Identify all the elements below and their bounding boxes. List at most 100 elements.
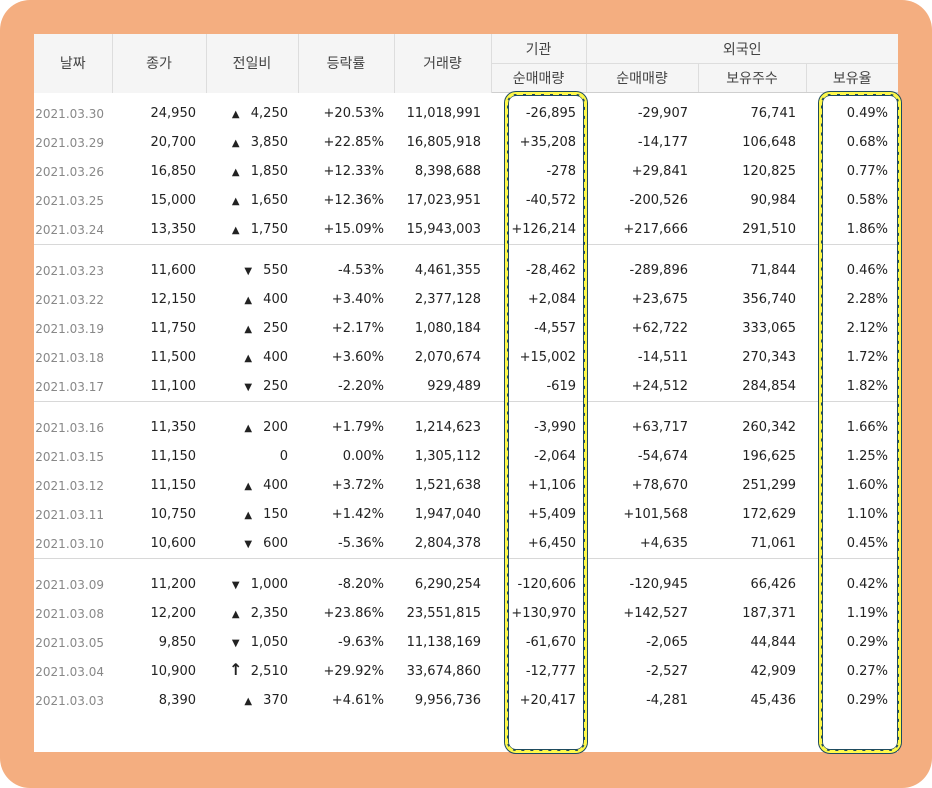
cell-holdings: 251,299 bbox=[742, 478, 796, 493]
cell-foreign-net: +24,512 bbox=[631, 379, 688, 394]
cell-change: ▲ 1,750 bbox=[206, 215, 298, 245]
cell-inst-net: -61,670 bbox=[525, 635, 576, 650]
cell-holding-ratio: 1.19% bbox=[846, 606, 888, 621]
cell-date: 2021.03.17 bbox=[35, 379, 104, 394]
triangle-up-icon: ▲ bbox=[244, 423, 253, 434]
cell-holding-ratio: 0.45% bbox=[846, 536, 888, 551]
cell-inst-net: +6,450 bbox=[527, 536, 576, 551]
triangle-up-icon: ▲ bbox=[231, 225, 240, 236]
cell-holdings: 120,825 bbox=[742, 164, 796, 179]
cell-close: 11,750 bbox=[150, 321, 197, 336]
triangle-up-icon: ▲ bbox=[244, 324, 253, 335]
group-separator bbox=[34, 558, 898, 570]
change-value: 250 bbox=[263, 321, 288, 336]
cell-holding-ratio: 0.77% bbox=[846, 164, 888, 179]
cell-foreign-net: -2,527 bbox=[646, 664, 688, 679]
change-value: 250 bbox=[263, 379, 288, 394]
table-row: 2021.03.17 11,100 ▼ 250 -2.20% 929,489 -619 +24… bbox=[34, 372, 898, 402]
cell-change: ↑ 2,510 bbox=[206, 657, 298, 686]
arrow-up-icon: ↑ bbox=[229, 660, 243, 679]
col-header-rate: 등락률 bbox=[298, 34, 395, 93]
cell-change: ▲ 2,350 bbox=[206, 599, 298, 628]
cell-close: 11,500 bbox=[150, 350, 197, 365]
table-row: 2021.03.04 10,900 ↑ 2,510 +29.92% 33,674,860 -… bbox=[34, 657, 898, 686]
cell-inst-net: +126,214 bbox=[511, 222, 576, 237]
change-value: 400 bbox=[263, 350, 288, 365]
cell-inst-net: +5,409 bbox=[527, 507, 576, 522]
cell-volume: 23,551,815 bbox=[406, 606, 481, 621]
table-row: 2021.03.25 15,000 ▲ 1,650 +12.36% 17,023,951 -… bbox=[34, 186, 898, 215]
cell-inst-net: -4,557 bbox=[534, 321, 576, 336]
cell-holdings: 76,741 bbox=[750, 106, 797, 121]
cell-close: 20,700 bbox=[150, 135, 197, 150]
cell-close: 11,350 bbox=[150, 420, 197, 435]
cell-change: ▼ 600 bbox=[206, 529, 298, 559]
cell-volume: 4,461,355 bbox=[414, 263, 481, 278]
cell-holdings: 42,909 bbox=[750, 664, 797, 679]
cell-foreign-net: -4,281 bbox=[646, 693, 688, 708]
cell-change: ▼ 250 bbox=[206, 372, 298, 402]
cell-holdings: 66,426 bbox=[750, 577, 797, 592]
cell-rate: +3.60% bbox=[331, 350, 384, 365]
triangle-up-icon: ▲ bbox=[244, 353, 253, 364]
cell-date: 2021.03.22 bbox=[35, 292, 104, 307]
cell-holding-ratio: 0.58% bbox=[846, 193, 888, 208]
cell-volume: 11,138,169 bbox=[406, 635, 481, 650]
change-value: 370 bbox=[263, 693, 288, 708]
cell-foreign-net: +217,666 bbox=[623, 222, 688, 237]
cell-holdings: 44,844 bbox=[750, 635, 797, 650]
cell-volume: 33,674,860 bbox=[406, 664, 481, 679]
group-header-institution: 기관 bbox=[491, 34, 587, 64]
cell-rate: +1.42% bbox=[331, 507, 384, 522]
cell-close: 10,900 bbox=[150, 664, 197, 679]
cell-volume: 2,070,674 bbox=[414, 350, 481, 365]
cell-close: 15,000 bbox=[150, 193, 197, 208]
change-value: 1,650 bbox=[250, 193, 288, 208]
cell-foreign-net: -289,896 bbox=[629, 263, 688, 278]
table-row: 2021.03.29 20,700 ▲ 3,850 +22.85% 16,805,918 +… bbox=[34, 128, 898, 157]
cell-rate: +3.40% bbox=[331, 292, 384, 307]
table-row: 2021.03.11 10,750 ▲ 150 +1.42% 1,947,040 +5,40… bbox=[34, 500, 898, 529]
cell-holding-ratio: 1.10% bbox=[846, 507, 888, 522]
group-separator bbox=[34, 401, 898, 413]
cell-date: 2021.03.05 bbox=[35, 635, 104, 650]
cell-foreign-net: +78,670 bbox=[631, 478, 688, 493]
table-row: 2021.03.22 12,150 ▲ 400 +3.40% 2,377,128 +2,08… bbox=[34, 285, 898, 314]
cell-inst-net: -3,990 bbox=[534, 420, 576, 435]
cell-foreign-net: -200,526 bbox=[629, 193, 688, 208]
col-header-holdings: 보유주수 bbox=[698, 63, 807, 93]
cell-volume: 15,943,003 bbox=[406, 222, 481, 237]
cell-holding-ratio: 1.86% bbox=[846, 222, 888, 237]
cell-volume: 16,805,918 bbox=[406, 135, 481, 150]
change-value: 2,510 bbox=[250, 664, 288, 679]
cell-close: 11,200 bbox=[150, 577, 197, 592]
cell-date: 2021.03.18 bbox=[35, 350, 104, 365]
cell-holdings: 45,436 bbox=[750, 693, 797, 708]
col-header-inst-net: 순매매량 bbox=[491, 63, 587, 93]
cell-rate: +1.79% bbox=[331, 420, 384, 435]
cell-foreign-net: +101,568 bbox=[623, 507, 688, 522]
cell-foreign-net: +62,722 bbox=[631, 321, 688, 336]
cell-close: 12,200 bbox=[150, 606, 197, 621]
triangle-up-icon: ▲ bbox=[231, 167, 240, 178]
cell-holdings: 90,984 bbox=[750, 193, 797, 208]
daily-trading-table: 날짜 종가 전일비 등락률 거래량 기관 외국인 순매매량 순매매량 보유주수 … bbox=[34, 34, 898, 715]
cell-holdings: 172,629 bbox=[742, 507, 796, 522]
cell-inst-net: +15,002 bbox=[519, 350, 576, 365]
cell-rate: +20.53% bbox=[323, 106, 384, 121]
cell-close: 10,750 bbox=[150, 507, 197, 522]
cell-change: ▼ 1,000 bbox=[206, 570, 298, 599]
cell-inst-net: -120,606 bbox=[517, 577, 576, 592]
cell-holding-ratio: 1.72% bbox=[846, 350, 888, 365]
cell-rate: +29.92% bbox=[323, 664, 384, 679]
change-value: 1,850 bbox=[250, 164, 288, 179]
triangle-up-icon: ▲ bbox=[244, 696, 253, 707]
change-value: 1,050 bbox=[250, 635, 288, 650]
cell-close: 11,100 bbox=[150, 379, 197, 394]
cell-volume: 1,214,623 bbox=[414, 420, 481, 435]
triangle-up-icon: ▲ bbox=[231, 196, 240, 207]
cell-inst-net: -28,462 bbox=[525, 263, 576, 278]
cell-change: ▲ 1,850 bbox=[206, 157, 298, 186]
cell-foreign-net: +63,717 bbox=[631, 420, 688, 435]
